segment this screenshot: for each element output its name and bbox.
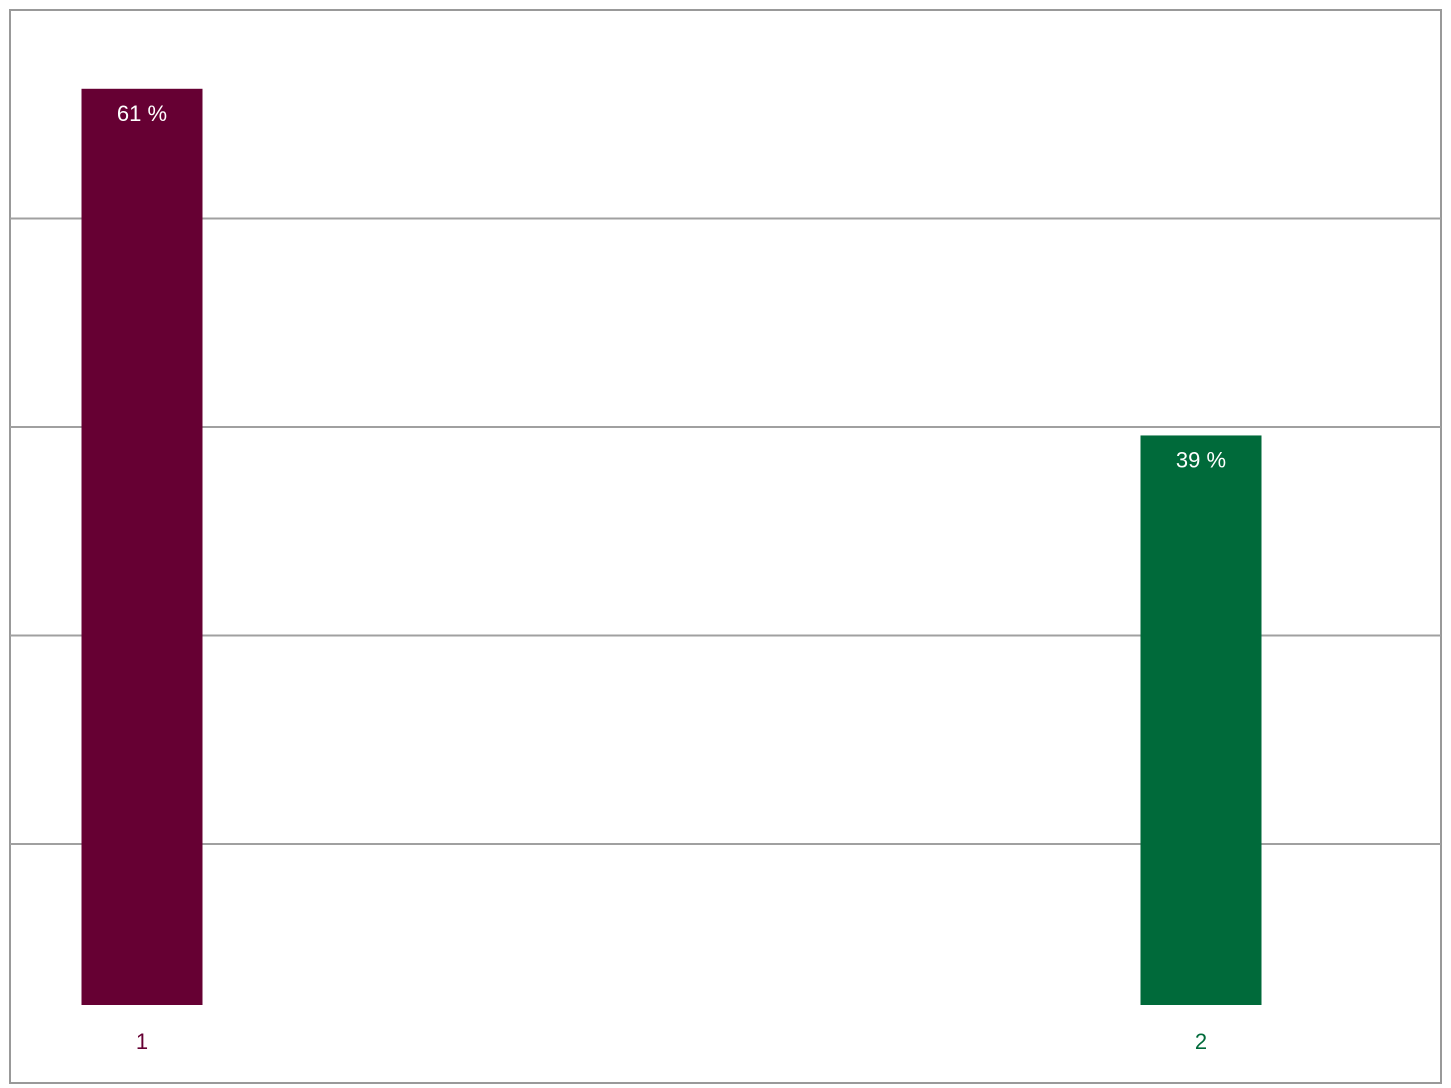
value-label: 61 %: [117, 101, 167, 126]
category-label: 2: [1195, 1029, 1207, 1054]
category-label: 1: [136, 1029, 148, 1054]
bars: [81, 88, 1262, 1005]
value-labels: 61 % 39 %: [117, 101, 1226, 473]
value-label: 39 %: [1176, 447, 1226, 472]
bar-2: [1140, 435, 1262, 1005]
gridlines: [10, 217, 1441, 845]
bar-1: [81, 88, 203, 1005]
